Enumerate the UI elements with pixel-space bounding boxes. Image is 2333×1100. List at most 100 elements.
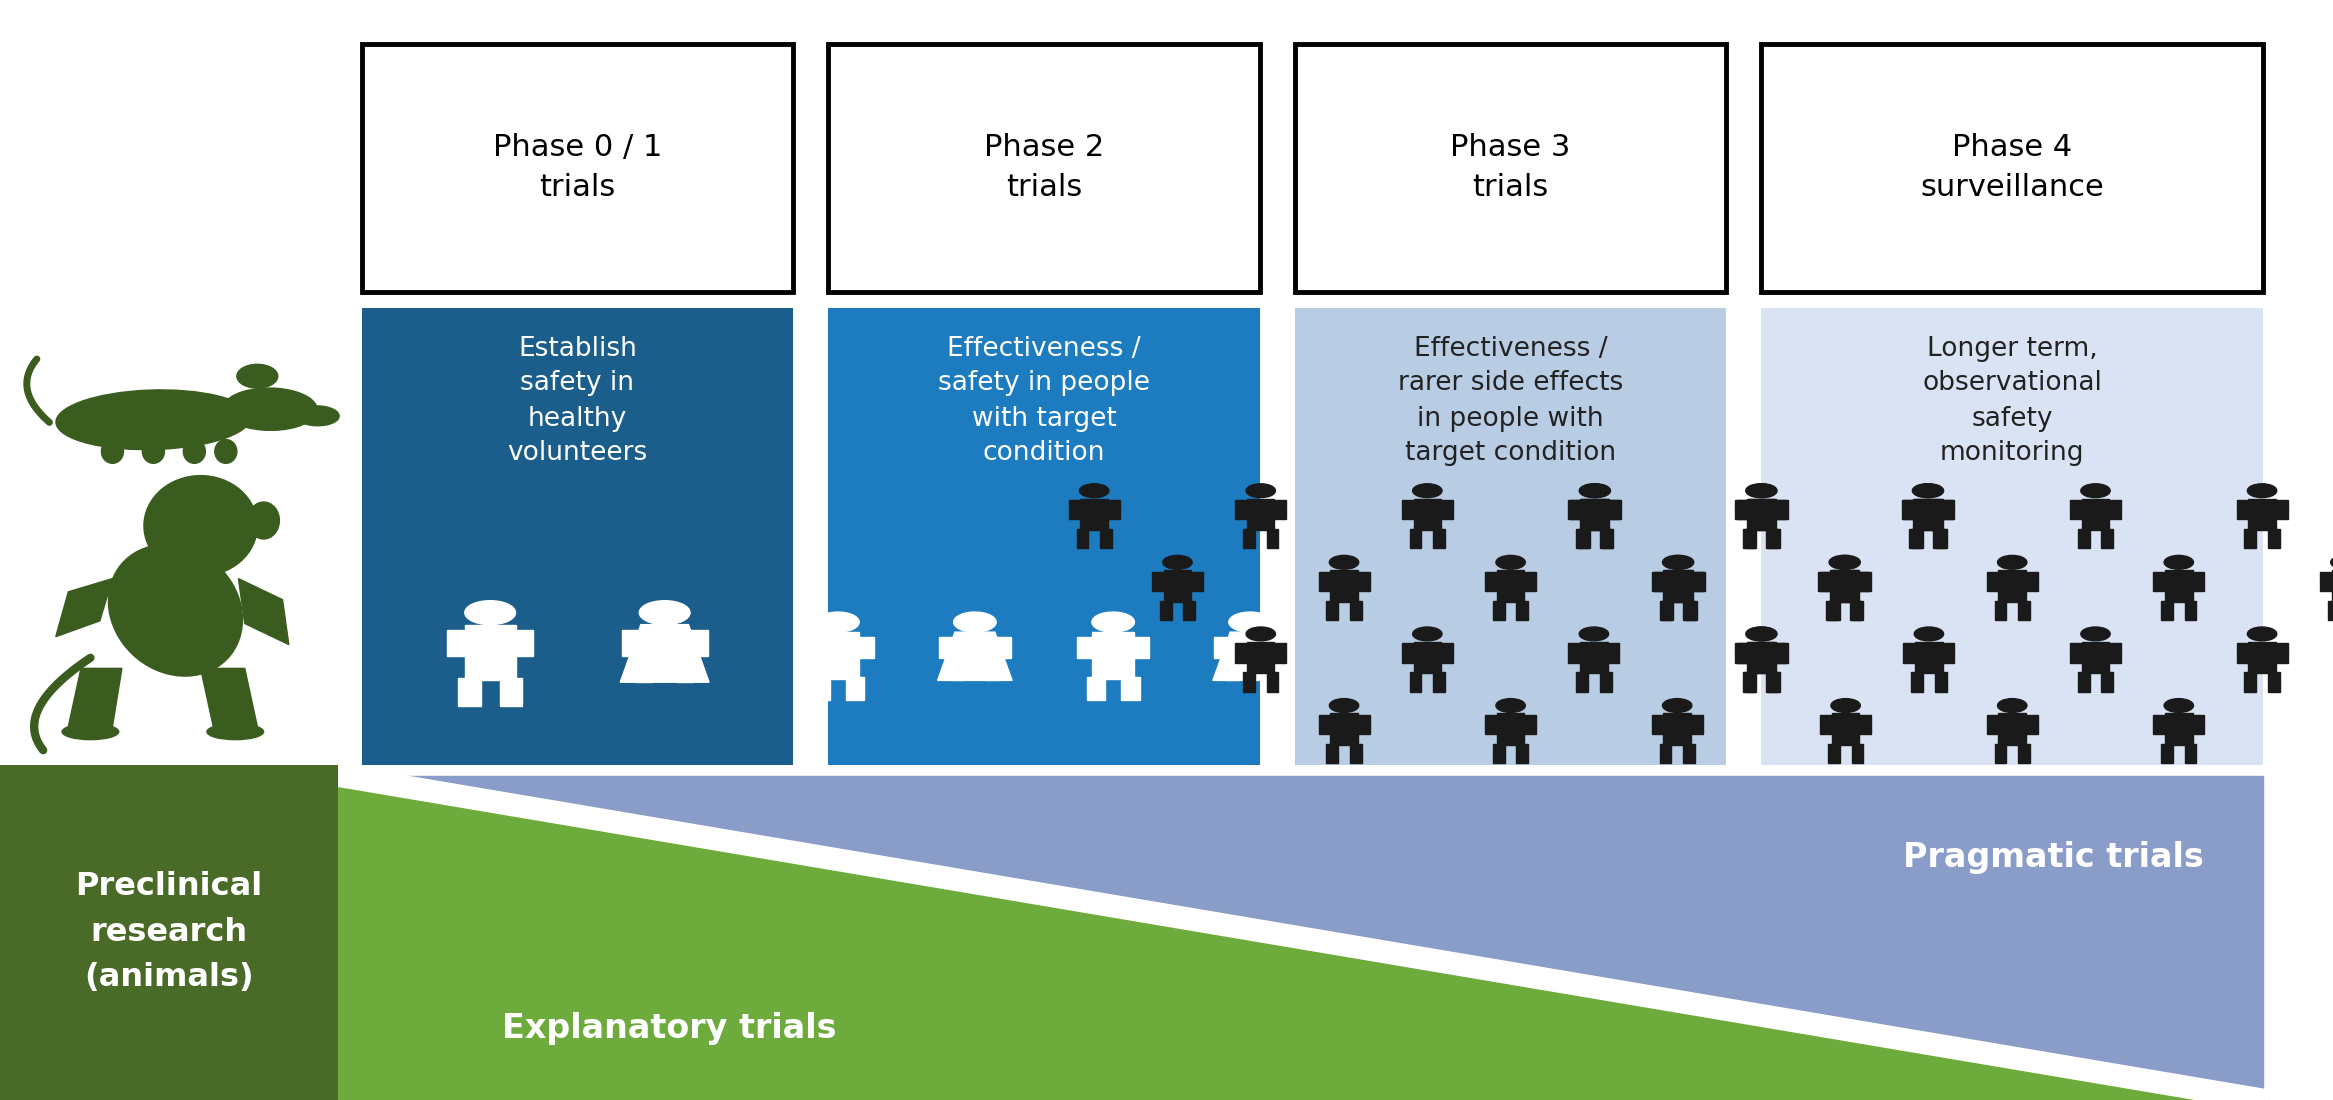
Polygon shape: [1213, 637, 1229, 659]
Bar: [1190, 572, 1204, 591]
Ellipse shape: [208, 724, 264, 739]
Circle shape: [1747, 627, 1778, 641]
Bar: [1999, 714, 2025, 745]
Bar: [1486, 715, 1498, 734]
Bar: [1243, 529, 1255, 549]
Bar: [1570, 499, 1584, 519]
Bar: [1486, 572, 1498, 591]
Circle shape: [1663, 556, 1694, 570]
Bar: [1579, 498, 1607, 530]
Bar: [1092, 632, 1134, 679]
Circle shape: [2081, 627, 2109, 641]
Circle shape: [464, 601, 516, 625]
Bar: [1414, 641, 1442, 673]
Polygon shape: [238, 579, 289, 645]
Bar: [1516, 601, 1528, 620]
Bar: [1327, 744, 1339, 763]
Bar: [1934, 529, 1946, 549]
Bar: [2275, 644, 2289, 662]
Circle shape: [1414, 627, 1442, 641]
Circle shape: [1092, 612, 1134, 632]
Circle shape: [1162, 556, 1192, 570]
FancyBboxPatch shape: [1295, 44, 1726, 292]
Bar: [1852, 601, 1864, 620]
Bar: [985, 660, 999, 681]
Polygon shape: [448, 630, 464, 656]
Bar: [2018, 601, 2030, 620]
Bar: [1260, 660, 1274, 681]
Bar: [1523, 572, 1535, 591]
Bar: [2165, 714, 2193, 745]
Bar: [1439, 644, 1453, 662]
Bar: [1402, 499, 1414, 519]
Text: Preclinical
research
(animals): Preclinical research (animals): [75, 871, 264, 993]
Bar: [1684, 601, 1696, 620]
Bar: [1414, 498, 1442, 530]
Bar: [1750, 641, 1775, 673]
Bar: [2109, 499, 2121, 519]
Circle shape: [2247, 484, 2277, 497]
Bar: [2328, 601, 2333, 620]
Bar: [2102, 529, 2114, 549]
Text: Phase 3
trials: Phase 3 trials: [1451, 133, 1570, 202]
Bar: [1432, 672, 1444, 692]
Bar: [1691, 572, 1705, 591]
Circle shape: [1829, 556, 1859, 570]
Bar: [1227, 660, 1239, 681]
Ellipse shape: [142, 440, 163, 463]
Polygon shape: [938, 632, 1013, 681]
Circle shape: [954, 612, 996, 632]
Bar: [1652, 715, 1663, 734]
Text: Effectiveness /
safety in people
with target
condition: Effectiveness / safety in people with ta…: [938, 336, 1150, 466]
Bar: [1766, 672, 1778, 692]
Bar: [2165, 570, 2193, 602]
Bar: [1607, 499, 1621, 519]
Bar: [1743, 529, 1754, 549]
Bar: [1603, 529, 1614, 549]
Bar: [1831, 714, 1859, 745]
Bar: [2160, 601, 2172, 620]
Polygon shape: [996, 637, 1010, 659]
Bar: [1439, 499, 1453, 519]
Bar: [1234, 644, 1248, 662]
Bar: [1402, 644, 1414, 662]
Bar: [1941, 499, 1955, 519]
Circle shape: [2165, 556, 2193, 570]
Bar: [1736, 644, 1747, 662]
Bar: [1911, 672, 1922, 692]
Bar: [2237, 644, 2249, 662]
Bar: [2249, 641, 2275, 673]
Bar: [1243, 672, 1255, 692]
Polygon shape: [331, 766, 2270, 1100]
Bar: [1988, 715, 1999, 734]
Text: Phase 0 / 1
trials: Phase 0 / 1 trials: [492, 133, 663, 202]
Bar: [1859, 572, 1871, 591]
Polygon shape: [1134, 637, 1150, 659]
Bar: [1523, 715, 1535, 734]
Bar: [1934, 672, 1946, 692]
Circle shape: [1414, 484, 1442, 497]
Bar: [1682, 744, 1694, 763]
Bar: [1607, 499, 1619, 519]
Circle shape: [1495, 556, 1526, 570]
Bar: [1432, 529, 1444, 549]
Bar: [1493, 744, 1505, 763]
Bar: [1689, 715, 1703, 734]
Bar: [1160, 601, 1171, 620]
Circle shape: [639, 601, 691, 625]
Bar: [2079, 529, 2090, 549]
Bar: [1831, 570, 1859, 602]
Bar: [2069, 644, 2083, 662]
Circle shape: [1915, 627, 1943, 641]
Bar: [2249, 498, 2275, 530]
Bar: [1274, 644, 1285, 662]
Polygon shape: [68, 669, 121, 726]
Bar: [1409, 529, 1421, 549]
Bar: [817, 632, 859, 679]
Bar: [1915, 498, 1943, 530]
Bar: [1568, 499, 1582, 519]
FancyBboxPatch shape: [828, 308, 1260, 764]
Ellipse shape: [107, 544, 243, 676]
Bar: [1577, 529, 1589, 549]
Bar: [2191, 715, 2205, 734]
